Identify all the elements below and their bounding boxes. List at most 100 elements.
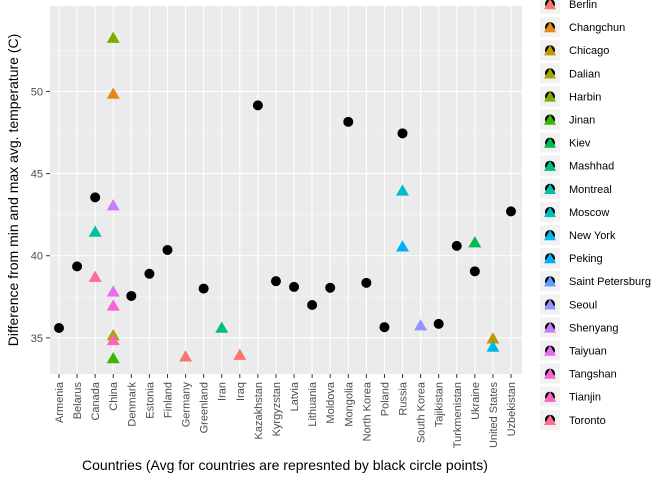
x-tick-label: Moldova [325,381,337,423]
country-average-point [144,268,155,279]
country-average-point [397,128,408,139]
x-tick-label: Finland [162,382,174,418]
legend-key-triangle [544,368,556,379]
city-point [106,351,120,364]
country-average-point [289,281,300,292]
legend-key-triangle [544,91,556,102]
city-point [396,240,410,252]
legend-label: Mashhad [569,161,614,173]
legend-key-triangle [544,114,556,125]
city-point [468,236,482,248]
x-tick-label: South Korea [416,381,428,443]
x-tick-label: Kyrgyzstan [271,382,283,436]
legend-label: Dalian [569,68,600,80]
legend-label: Peking [569,253,603,265]
country-average-point [451,240,462,251]
x-axis-title: Countries (Avg for countries are represn… [82,457,488,473]
city-point [88,225,102,237]
legend-key-triangle [544,414,556,425]
legend-label: Jinan [569,115,595,127]
legend-label: Shenyang [569,322,619,334]
legend-label: Montreal [569,184,612,196]
city-point [215,321,229,333]
city-point [486,332,500,344]
x-tick-label: Russia [398,381,410,416]
x-tick-label: Greenland [199,382,211,433]
country-average-point [506,206,516,217]
x-tick-label: China [108,381,120,411]
city-point [396,184,410,196]
legend-label: Harbin [569,91,601,103]
x-tick-label: Tajikistan [434,382,446,427]
x-tick-label: Denmark [126,382,138,427]
legend-label: Tianjin [569,392,601,404]
country-average-point [252,100,263,111]
legend-label: Taiyuan [569,346,607,358]
y-tick-label: 35 [31,333,43,345]
city-point [486,340,500,352]
legend-key-triangle [544,299,556,310]
legend-label: Changchun [569,22,625,34]
city-point [106,333,120,346]
y-tick-label: 45 [31,169,43,181]
x-tick-label: Estonia [144,381,156,419]
legend-label: Berlin [569,0,597,11]
legend-label: Toronto [569,415,606,427]
legend-key-triangle [544,276,556,287]
y-tick-label: 50 [31,86,43,98]
data-points [54,31,516,364]
y-axis: 35 40 45 50 [31,86,50,345]
legend-label: Saint Petersburg [569,276,651,288]
x-tick-label: Latvia [289,381,301,411]
legend-label: Chicago [569,45,609,57]
x-tick-label: Uzbekistan [506,382,518,436]
x-tick-label: Lithuania [307,381,319,427]
legend-key-triangle [544,345,556,356]
country-average-point [270,276,281,287]
city-point [88,270,102,282]
x-tick-label: Iran [217,382,229,401]
legend: Berlin Changchun Chicago Dalian Harbin Jinan K… [540,0,651,430]
country-average-point [433,318,444,329]
country-average-point [469,266,480,277]
legend-key-triangle [544,45,556,56]
city-point [106,299,120,311]
legend-key-triangle [544,391,556,402]
legend-key-triangle [544,229,556,241]
country-average-point [54,323,64,333]
legend-label: Tangshan [569,369,617,381]
legend-key-triangle [544,68,556,79]
legend-key-triangle [544,0,556,10]
x-tick-label: Turkmenistan [452,382,464,448]
legend-key-triangle [544,322,556,333]
legend-key-triangle [544,137,556,148]
city-point [414,319,428,331]
country-average-point [343,116,354,127]
city-point [233,348,247,360]
country-average-point [198,283,209,294]
country-average-point [379,322,390,333]
country-average-point [90,192,101,203]
y-axis-title: Difference from min and max avg. tempera… [5,34,21,347]
x-tick-label: Ukraine [470,382,482,420]
legend-key-triangle [544,206,556,218]
x-tick-label: Poland [379,382,391,416]
x-tick-label: Kazakhstan [253,382,265,439]
grid-lines [50,6,522,374]
legend-label: New York [569,230,616,242]
legend-key-triangle [544,183,556,194]
x-tick-label: Mongolia [343,381,355,427]
country-average-point [72,261,83,272]
city-point [106,285,120,297]
legend-label: Seoul [569,299,597,311]
legend-key-triangle [544,21,556,33]
legend-label: Kiev [569,138,591,150]
legend-label: Moscow [569,207,609,219]
country-average-point [126,290,137,301]
city-point [179,350,193,362]
country-average-point [162,244,173,255]
x-tick-label: Armenia [54,381,66,423]
country-average-point [325,282,336,293]
city-point [106,199,120,211]
